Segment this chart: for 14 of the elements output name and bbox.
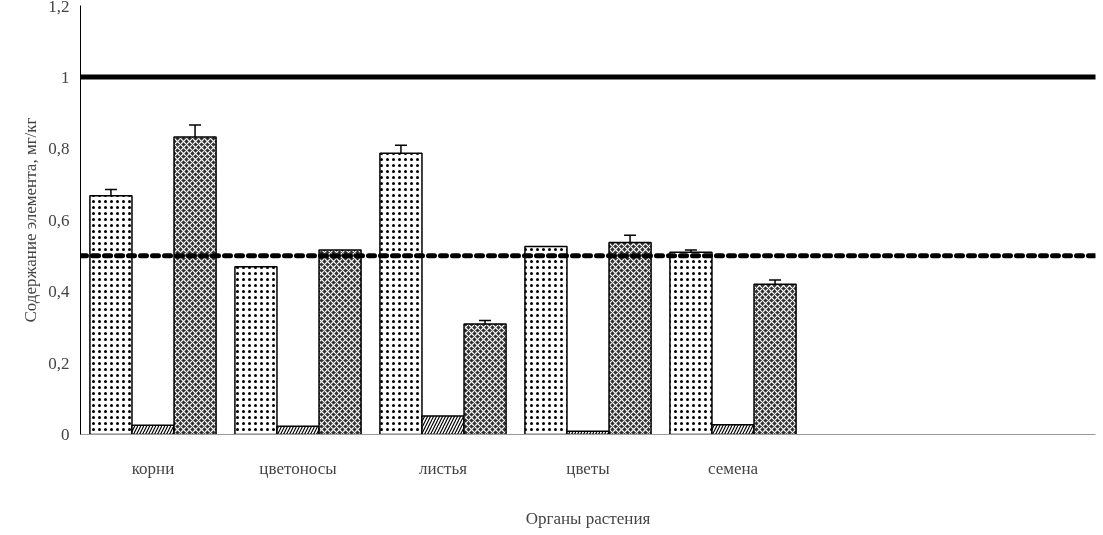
y-tick-label: 0,2 <box>48 353 70 373</box>
y-axis-title: Содержание элемента, мг/кг <box>21 117 41 323</box>
x-tick-label: листья <box>418 458 468 478</box>
x-tick-label: семена <box>707 458 759 478</box>
x-axis-title: Органы растения <box>525 508 651 528</box>
x-tick-label: цветоносы <box>259 458 338 478</box>
y-tick-label: 0 <box>61 425 70 444</box>
x-tick-label: цветы <box>566 458 611 478</box>
y-tick-label: 0,6 <box>48 210 70 230</box>
y-tick-label: 1,2 <box>48 0 70 16</box>
x-tick-label: корни <box>131 458 175 478</box>
y-tick-label: 0,8 <box>48 139 70 158</box>
y-tick-label: 1 <box>61 67 70 87</box>
y-tick-label: 0,4 <box>48 282 70 301</box>
